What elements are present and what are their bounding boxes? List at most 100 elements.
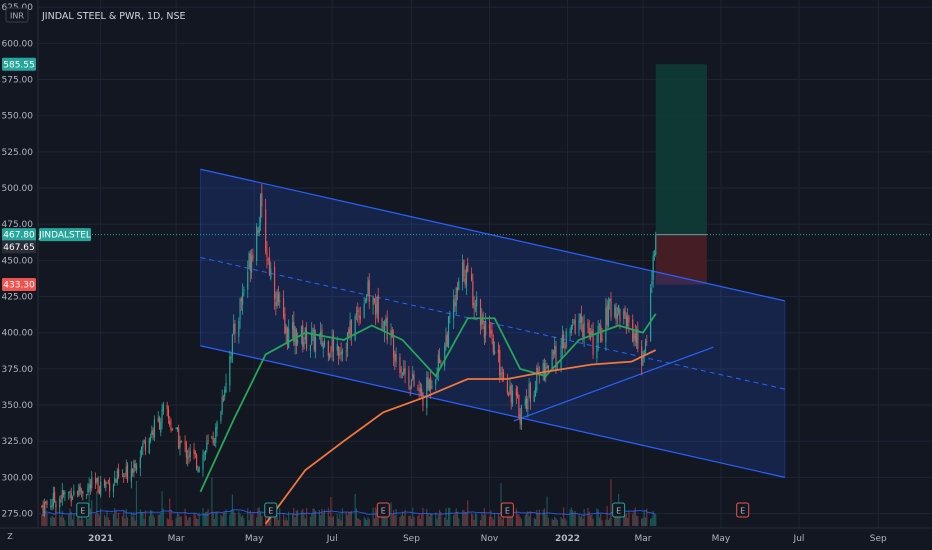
candlesticks[interactable] (41, 184, 657, 518)
candle-body[interactable] (231, 334, 233, 356)
candle-body[interactable] (189, 450, 191, 458)
candle-body[interactable] (377, 295, 379, 322)
candle-body[interactable] (547, 365, 549, 371)
candle-body[interactable] (312, 327, 314, 333)
candle-body[interactable] (366, 294, 368, 302)
candle-body[interactable] (637, 329, 639, 350)
candle-body[interactable] (313, 329, 315, 350)
candle-body[interactable] (650, 287, 652, 342)
candle-body[interactable] (346, 332, 349, 350)
candle-body[interactable] (337, 346, 340, 356)
candle-body[interactable] (112, 485, 115, 492)
candle-body[interactable] (293, 321, 295, 342)
candle-body[interactable] (196, 455, 198, 469)
candle-body[interactable] (519, 414, 521, 424)
candle-body[interactable] (243, 289, 245, 292)
candle-body[interactable] (203, 452, 205, 454)
candle-body[interactable] (257, 230, 259, 233)
candle-body[interactable] (367, 280, 369, 294)
candle-body[interactable] (375, 303, 377, 315)
candle-body[interactable] (194, 451, 196, 455)
candle-body[interactable] (624, 307, 626, 316)
candle-body[interactable] (456, 287, 459, 292)
candle-body[interactable] (135, 465, 138, 470)
candle-body[interactable] (197, 469, 199, 471)
candle-body[interactable] (221, 396, 223, 412)
candle-body[interactable] (536, 367, 538, 390)
candle-body[interactable] (426, 377, 428, 409)
candle-body[interactable] (314, 337, 317, 352)
candle-body[interactable] (372, 296, 374, 305)
candle-body[interactable] (130, 469, 132, 482)
candle-body[interactable] (364, 300, 366, 302)
candle-body[interactable] (465, 266, 468, 287)
candle-body[interactable] (564, 346, 566, 350)
candle-body[interactable] (268, 258, 271, 276)
candle-body[interactable] (204, 450, 207, 455)
candle-body[interactable] (148, 438, 150, 453)
candle-body[interactable] (161, 409, 163, 423)
candle-body[interactable] (152, 429, 154, 436)
candle-body[interactable] (291, 322, 294, 330)
candle-body[interactable] (180, 440, 182, 443)
candle-body[interactable] (188, 455, 190, 458)
candle-body[interactable] (506, 381, 508, 393)
candle-body[interactable] (633, 332, 635, 339)
candle-body[interactable] (500, 373, 502, 379)
candle-body[interactable] (483, 326, 485, 338)
candle-body[interactable] (464, 278, 466, 285)
candle-body[interactable] (615, 307, 617, 320)
candle-body[interactable] (652, 256, 654, 280)
candle-body[interactable] (605, 307, 607, 343)
candle-body[interactable] (467, 263, 469, 272)
candle-body[interactable] (354, 315, 356, 341)
channel-drawing[interactable] (200, 168, 786, 478)
candle-body[interactable] (143, 439, 145, 442)
candle-body[interactable] (642, 357, 644, 366)
candle-body[interactable] (579, 314, 581, 323)
candle-body[interactable] (587, 322, 589, 328)
candle-body[interactable] (103, 479, 106, 486)
candle-body[interactable] (115, 480, 117, 482)
candle-body[interactable] (437, 354, 439, 374)
candle-body[interactable] (363, 303, 365, 318)
candle-body[interactable] (282, 298, 285, 317)
candle-body[interactable] (546, 365, 548, 369)
candle-body[interactable] (421, 388, 423, 396)
candle-body[interactable] (212, 438, 214, 444)
candle-body[interactable] (54, 491, 56, 503)
candle-body[interactable] (306, 330, 308, 349)
candle-body[interactable] (106, 482, 108, 484)
candle-body[interactable] (373, 298, 375, 303)
candle-body[interactable] (449, 315, 451, 318)
candle-body[interactable] (616, 313, 618, 319)
candle-body[interactable] (447, 316, 450, 348)
candle-body[interactable] (88, 484, 90, 488)
candle-body[interactable] (341, 350, 343, 355)
candle-body[interactable] (100, 481, 102, 496)
candle-body[interactable] (139, 457, 141, 468)
candle-body[interactable] (71, 496, 74, 500)
candle-body[interactable] (400, 370, 402, 372)
candle-body[interactable] (229, 356, 231, 386)
candle-body[interactable] (175, 427, 177, 430)
candle-body[interactable] (470, 274, 473, 282)
candle-body[interactable] (332, 334, 335, 352)
candle-body[interactable] (592, 329, 594, 356)
candle-body[interactable] (598, 324, 601, 326)
candle-body[interactable] (502, 372, 505, 380)
candle-body[interactable] (86, 494, 88, 496)
candle-body[interactable] (391, 330, 393, 337)
candle-body[interactable] (542, 362, 544, 374)
candle-body[interactable] (55, 504, 57, 508)
candle-body[interactable] (345, 350, 347, 352)
candle-body[interactable] (215, 427, 217, 443)
candle-body[interactable] (320, 331, 322, 337)
candle-body[interactable] (572, 324, 574, 327)
candle-body[interactable] (413, 374, 415, 386)
candle-body[interactable] (518, 394, 520, 417)
candle-body[interactable] (578, 320, 580, 332)
candle-body[interactable] (445, 335, 447, 348)
candle-body[interactable] (655, 234, 657, 255)
candle-body[interactable] (570, 325, 572, 333)
